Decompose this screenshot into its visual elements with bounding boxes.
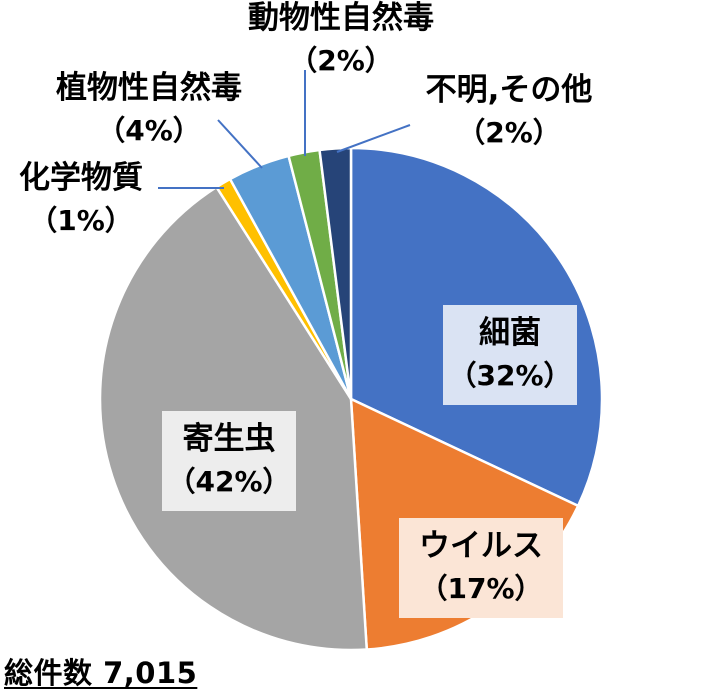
label-box-virus [399,518,563,618]
slice-labels: 細菌 （32%） ウイルス （17%） 寄生虫 （42%） 化学物質 （1%） 植物性自然毒 （4… [19,0,592,618]
leader-line-plant-toxin [217,119,263,169]
slice-percent-unknown-other: （2%） [457,116,561,149]
slice-name-virus: ウイルス [419,528,543,564]
slice-percent-parasite: （42%） [167,465,290,498]
leader-line-unknown-other [336,124,411,153]
label-box-parasite [162,411,296,511]
slice-percent-virus: （17%） [419,572,542,605]
slice-name-bacteria: 細菌 [479,315,541,351]
slice-percent-chemical: （1%） [29,204,133,237]
slice-name-chemical: 化学物質 [19,160,143,196]
slice-percent-bacteria: （32%） [448,359,571,392]
slice-name-parasite: 寄生虫 [183,421,276,457]
leader-lines [158,70,411,189]
total-count-label: 総件数 7,015 [4,656,198,690]
slice-percent-plant-toxin: （4%） [97,114,201,147]
slice-name-plant-toxin: 植物性自然毒 [56,70,242,106]
slice-percent-animal-toxin: （2%） [289,44,393,77]
label-box-bacteria [443,305,577,405]
pie-slices [98,146,604,652]
slice-name-unknown-other: 不明,その他 [426,72,593,108]
pie-slice-unknown-other [318,146,353,400]
slice-name-animal-toxin: 動物性自然毒 [248,0,434,36]
